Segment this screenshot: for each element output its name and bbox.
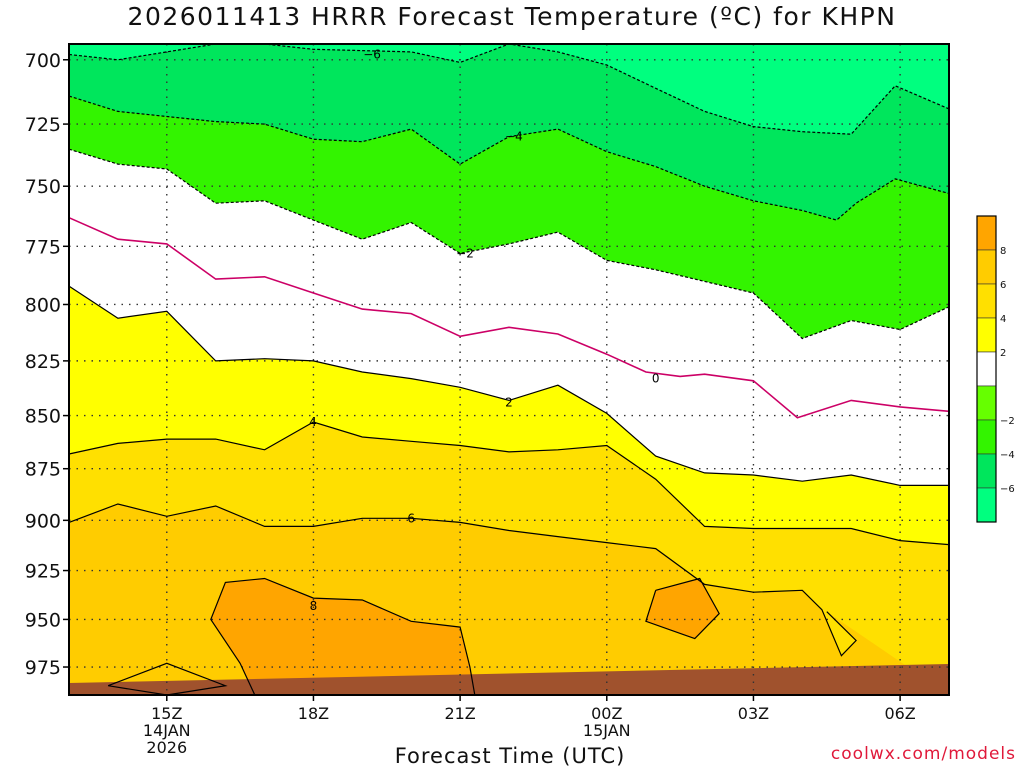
contour-label: −6 <box>363 48 381 62</box>
colorbar-tick-label: 2 <box>1000 348 1006 359</box>
x-tick-label: 06Z <box>884 704 915 723</box>
colorbar-frame <box>976 215 997 523</box>
contour-label: 0 <box>652 372 660 386</box>
y-tick-label: 850 <box>25 406 61 428</box>
x-tick-label: 18Z <box>298 704 329 723</box>
source-credit: coolwx.com/models <box>830 744 1016 764</box>
y-tick-label: 975 <box>25 657 61 679</box>
contour-line-0 <box>68 216 950 419</box>
x-tick-label: 21Z <box>444 704 475 723</box>
x-tick-label: 00Z <box>591 704 622 723</box>
contour-line-8 <box>210 577 476 696</box>
colorbar-swatch <box>976 385 997 421</box>
contour-label: 8 <box>310 599 318 613</box>
colorbar-swatch <box>976 249 997 285</box>
x-tick-sublabel: 2026 <box>146 738 187 757</box>
x-axis-label: Forecast Time (UTC) <box>394 744 626 768</box>
contour-line-4 <box>68 421 950 546</box>
colorbar-tick-label: −4 <box>1000 450 1015 461</box>
colorbar-swatch <box>976 215 997 251</box>
band-above-8 <box>210 578 475 695</box>
contour-label: 6 <box>407 511 415 525</box>
y-tick-label: 725 <box>25 114 61 136</box>
x-tick-sublabel: 15JAN <box>583 721 631 740</box>
colorbar-tick-label: 8 <box>1000 246 1006 257</box>
x-tick-sublabel: 14JAN <box>143 721 191 740</box>
ground-surface <box>69 664 949 695</box>
contour-label: 4 <box>309 415 317 429</box>
contour-line-−6 <box>68 43 950 135</box>
contour-line-unlabeled-8 <box>645 577 720 640</box>
colorbar-swatch <box>976 317 997 353</box>
colorbar-tick-label: 4 <box>1000 314 1006 325</box>
y-tick-label: 775 <box>25 236 61 258</box>
contour-line-6 <box>68 503 857 657</box>
band-above-8-patch <box>645 578 720 639</box>
x-tick-label: 03Z <box>738 704 769 723</box>
colorbar-tick-label: −2 <box>1000 416 1015 427</box>
y-tick-label: 800 <box>25 294 61 316</box>
colorbar-swatch <box>976 283 997 319</box>
y-tick-label: 925 <box>25 561 61 583</box>
colorbar-swatch <box>976 487 997 523</box>
colorbar-swatch <box>976 351 997 387</box>
contour-line-−2 <box>68 148 950 340</box>
contour-label: −4 <box>505 130 523 144</box>
contour-line-2 <box>68 285 949 486</box>
colorbar-swatch <box>976 419 997 455</box>
contour-line-−4 <box>68 95 950 221</box>
contour-label: −2 <box>456 246 474 260</box>
colorbar-tick-label: 6 <box>1000 280 1006 291</box>
colorbar-tick-label: −6 <box>1000 484 1015 495</box>
plot-frame <box>68 43 950 696</box>
chart-title: 2026011413 HRRR Forecast Temperature (ºC… <box>127 2 897 31</box>
y-tick-label: 750 <box>25 176 61 198</box>
contour-label: 2 <box>505 396 513 410</box>
y-tick-label: 950 <box>25 609 61 631</box>
y-tick-label: 700 <box>25 50 61 72</box>
x-tick-label: 15Z <box>151 704 182 723</box>
colorbar-swatch <box>976 453 997 489</box>
y-tick-label: 900 <box>25 510 61 532</box>
y-tick-label: 875 <box>25 459 61 481</box>
y-tick-label: 825 <box>25 351 61 373</box>
contour-line-unlabeled-9 <box>107 662 228 696</box>
